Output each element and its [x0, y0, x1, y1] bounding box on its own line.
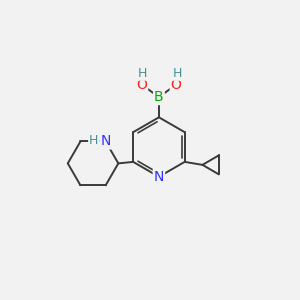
Text: N: N	[154, 170, 164, 184]
Text: H: H	[172, 67, 182, 80]
Text: B: B	[154, 90, 164, 104]
Text: O: O	[171, 78, 182, 92]
Text: O: O	[136, 78, 147, 92]
Text: N: N	[100, 134, 111, 148]
Text: H: H	[138, 67, 147, 80]
Text: H: H	[89, 134, 98, 146]
